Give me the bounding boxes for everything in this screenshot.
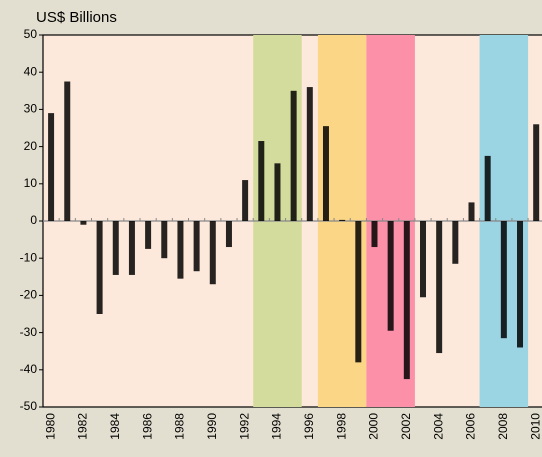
bar	[225, 221, 232, 248]
bar	[517, 221, 524, 348]
bar	[209, 221, 216, 285]
bar	[64, 81, 71, 221]
bar	[436, 221, 443, 354]
y-tick-label: -40	[20, 362, 38, 376]
y-tick-label: -50	[20, 399, 38, 413]
bar	[419, 221, 426, 298]
bar	[274, 163, 281, 221]
x-tick-label: 1980	[43, 413, 57, 440]
x-tick-label: 2006	[464, 413, 478, 440]
y-tick-label: 40	[24, 64, 38, 78]
bar	[306, 87, 313, 221]
x-tick-label: 2010	[528, 413, 542, 440]
x-tick-label: 2002	[399, 413, 413, 440]
bar	[242, 180, 249, 221]
x-tick-label: 1998	[334, 413, 348, 440]
x-tick-label: 2004	[431, 413, 445, 440]
y-tick-label: 10	[24, 176, 38, 190]
bar	[387, 221, 394, 331]
bar	[533, 124, 540, 221]
x-tick-label: 1982	[76, 413, 90, 440]
x-tick-label: 1984	[108, 413, 122, 440]
bar	[500, 221, 507, 339]
bar	[468, 202, 475, 221]
x-tick-label: 1990	[205, 413, 219, 440]
y-tick-label: 50	[24, 27, 38, 41]
bar	[403, 221, 410, 380]
bar	[290, 90, 297, 221]
bar	[112, 221, 119, 275]
chart-title: US$ Billions	[36, 9, 117, 26]
bar	[371, 221, 378, 248]
bar	[452, 221, 459, 264]
x-tick-label: 1988	[173, 413, 187, 440]
y-tick-label: 30	[24, 102, 38, 116]
x-tick-label: 2008	[496, 413, 510, 440]
x-tick-label: 1986	[140, 413, 154, 440]
bar	[128, 221, 135, 275]
bar	[322, 126, 329, 221]
x-tick-label: 1996	[302, 413, 316, 440]
x-tick-label: 2000	[367, 413, 381, 440]
y-tick-label: 20	[24, 139, 38, 153]
bar	[339, 219, 346, 221]
y-tick-label: 0	[30, 213, 37, 227]
bar	[177, 221, 184, 279]
bar	[193, 221, 200, 272]
bar	[161, 221, 168, 259]
y-tick-label: -30	[20, 325, 38, 339]
bar	[484, 155, 491, 221]
y-tick-label: -10	[20, 250, 38, 264]
x-tick-label: 1992	[237, 413, 251, 440]
bar	[355, 221, 362, 363]
bar	[145, 221, 152, 249]
bar	[80, 221, 87, 225]
bar	[48, 113, 55, 221]
bar	[258, 141, 265, 221]
x-tick-label: 1994	[270, 413, 284, 440]
bar	[96, 221, 103, 314]
y-tick-label: -20	[20, 288, 38, 302]
